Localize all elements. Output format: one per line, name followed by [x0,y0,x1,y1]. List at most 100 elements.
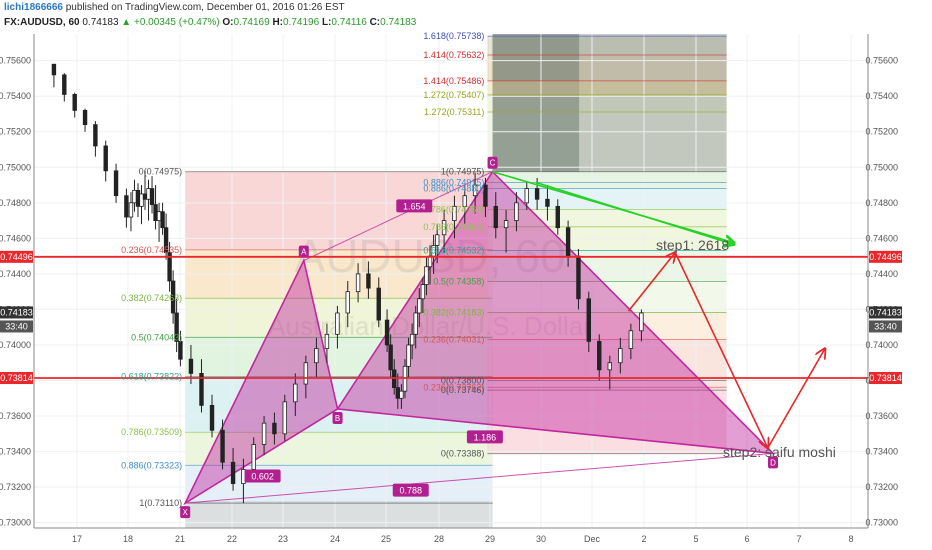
price-tag-label-R-0: 0.74496 [869,252,902,262]
price-tag-label-R-2: 33:40 [874,321,897,331]
candle-body-16 [156,211,162,221]
candle-body-52 [420,284,426,300]
low-label: L: [321,17,332,28]
fib-zone-right-12 [487,387,727,454]
candle-body-22 [178,341,183,360]
fib-label-14: 0.886(0.74915) [423,177,484,187]
fib-label-0: 0(0.74975) [139,167,183,177]
candle-body-8 [128,202,134,218]
ratio-box-3 [392,483,429,497]
ratio-box-0 [244,469,281,483]
x-tick-10: Dec [584,534,601,544]
point-box-C [487,156,498,169]
fib-label-13: 1(0.74975) [441,167,485,177]
candle-body-43 [388,344,393,371]
y-tick-left-12: 0.73200 [0,482,31,492]
point-label-D: D [770,458,776,467]
trend-arrow-1 [535,181,734,244]
trend-arrows [492,170,825,448]
fib-label-4: 0.618(0.73822) [121,372,182,382]
candle-body-46 [399,390,404,399]
x-tick-0: 17 [72,534,82,544]
ratio-label-3: 0.788 [399,486,422,496]
price-tag-label-L-0: 0.74496 [0,252,33,262]
candle-body-1 [62,74,67,95]
trend-arrow-2 [627,253,675,312]
projection-band-gold [492,80,727,95]
fib-label-16: 0.786(0.74763) [423,204,484,214]
symbol-label[interactable]: FX:AUDUSD, 60 [4,17,80,28]
candle-body-74 [618,348,623,364]
price-tag-label-L-1: 0.74183 [0,307,33,317]
candle-body-23 [188,358,194,374]
candle-body-30 [261,422,267,445]
candle-body-17 [160,211,165,229]
fib-label-9: 1.414(0.75632) [423,50,484,60]
watermark-name: Australian Dollar/U.S. Dollar [268,311,592,341]
candle-body-2 [72,94,77,111]
fib-zone-left-5 [185,432,493,466]
ratio-label-0: 0.602 [251,471,274,481]
fib-label-24: 0(0.73746) [441,385,485,395]
close-value: 0.74183 [380,17,417,28]
y-tick-left-8: 0.74000 [0,340,31,350]
candle-body-21 [174,312,179,342]
fib-zone-base [185,501,493,528]
fib-zone-left-0 [185,171,493,250]
fib-label-5: 0.786(0.73509) [121,427,182,437]
candle-body-34 [303,362,309,385]
last-price: 0.74183 [82,17,119,28]
price-tag-box-R-1 [869,306,902,319]
price-tag-label-L-2: 33:40 [5,321,28,331]
x-tick-11: 2 [641,534,646,544]
price-tag-box-L-2 [0,320,33,333]
projection-box-light [579,34,727,172]
candle-body-20 [170,280,176,314]
candle-body-13 [146,188,151,200]
price-tag-label-L-3: 0.73814 [0,373,33,383]
candle-body-10 [135,189,141,207]
candle-body-18 [163,227,169,253]
candle-body-35 [314,348,319,364]
candle-body-53 [424,266,429,285]
y-tick-left-0: 0.75600 [0,56,31,66]
open-value: 0.74169 [233,17,270,28]
publisher-name[interactable]: lichi1866666 [4,2,63,13]
candle-body-31 [272,422,277,435]
y-tick-right-6: 0.74400 [865,269,898,279]
high-value: 0.74196 [283,17,320,28]
y-tick-left-5: 0.74600 [0,233,31,243]
fib-label-10: 1.414(0.75486) [423,76,484,86]
candle-body-9 [132,189,137,204]
fib-label-15: 0.886(0.74880) [423,184,484,194]
candle-body-6 [113,170,119,197]
price-tag-box-L-0 [0,250,33,263]
fib-label-21: 0.236(0.74031) [423,334,484,344]
price-tag-box-L-1 [0,306,33,319]
candle-body-51 [417,298,422,314]
candle-body-4 [93,124,98,147]
candle-body-58 [452,205,457,221]
x-tick-14: 7 [796,534,801,544]
y-tick-left-11: 0.73400 [0,447,31,457]
notes: step1: 2618 step2: saifu moshi [656,237,836,460]
candle-body-48 [406,344,411,367]
pattern-line-xd [185,452,774,504]
candle-body-61 [483,184,488,207]
candle-body-14 [149,188,155,205]
candle-body-49 [409,333,415,346]
candle-body-50 [413,312,418,335]
candle-body-15 [153,204,158,221]
y-tick-right-1: 0.75400 [865,91,898,101]
candle-body-7 [124,195,129,218]
fib-label-6: 0.886(0.73323) [121,460,182,470]
candles [51,63,644,504]
candle-body-62 [493,205,498,229]
y-tick-right-13: 0.73000 [865,518,898,528]
candle-body-0 [51,63,57,76]
up-arrow-icon: ▲ [121,17,132,28]
x-tick-7: 28 [434,534,444,544]
point-label-B: B [335,414,340,423]
y-tick-right-8: 0.74000 [865,340,898,350]
